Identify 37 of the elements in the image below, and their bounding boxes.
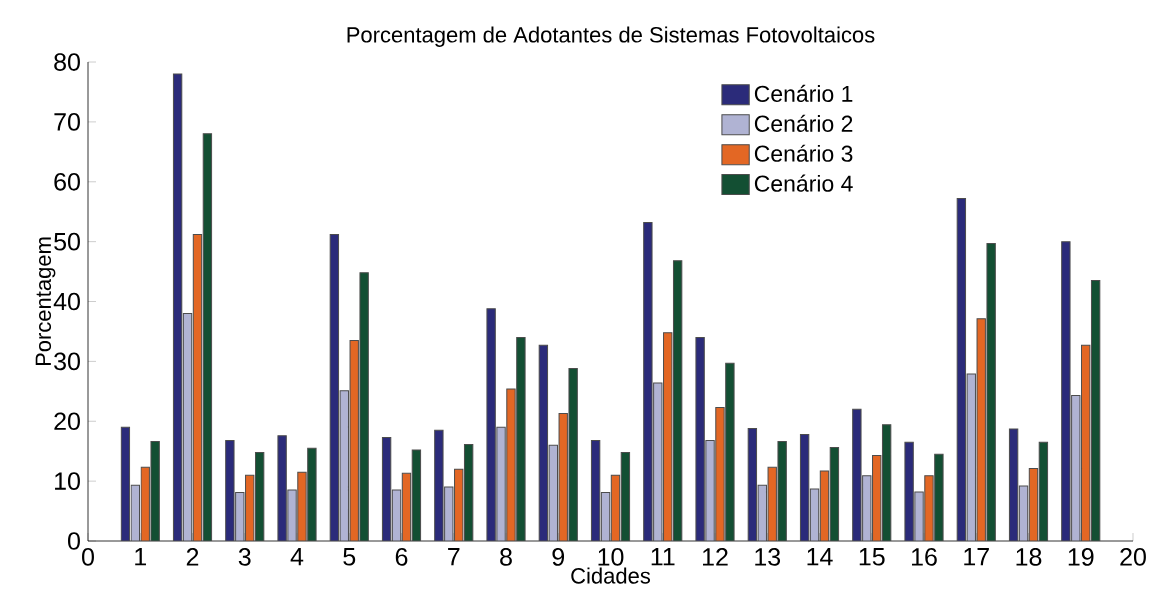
x-tick-label: 2	[186, 548, 199, 566]
x-tick-label: 9	[552, 548, 565, 566]
y-tick-label: 70	[54, 113, 80, 131]
x-tick-label: 17	[964, 548, 989, 566]
y-tick-label: 30	[54, 352, 80, 371]
x-tick-label: 19	[1068, 548, 1094, 566]
x-tick-label: 10	[598, 548, 624, 566]
x-tick-label: 7	[448, 548, 460, 566]
x-tick-label: 15	[859, 548, 885, 566]
y-tick-label: 20	[54, 412, 80, 431]
y-tick-label: 80	[54, 53, 80, 71]
y-tick-label: 0	[68, 532, 80, 550]
x-tick-label: 13	[755, 548, 781, 566]
x-tick-label: 14	[807, 548, 833, 566]
x-tick-label: 8	[500, 548, 512, 566]
x-tick-label: 16	[912, 548, 937, 566]
y-tick-label: 10	[55, 472, 80, 490]
x-axis-title: Cidades	[571, 567, 651, 584]
y-tick-label: 60	[54, 172, 80, 191]
x-tick-label: 6	[395, 548, 408, 566]
x-tick-label: 1	[135, 548, 146, 566]
x-tick-label: 4	[290, 548, 304, 566]
legend-label: Cenário 2	[754, 114, 853, 132]
legend-label: Cenário 1	[754, 84, 853, 102]
x-tick-label: 0	[82, 548, 94, 566]
x-tick-label: 18	[1016, 548, 1042, 566]
x-tick-label: 12	[703, 548, 728, 566]
bar	[506, 388, 516, 542]
x-tick-label: 11	[651, 548, 675, 566]
y-tick-label: 50	[54, 232, 80, 251]
chart-title: Porcentagem de Adotantes de Sistemas Fotovoltaicos	[347, 26, 875, 47]
x-tick-label: 3	[238, 548, 251, 566]
x-tick-label: 5	[343, 548, 356, 566]
legend-label: Cenário 3	[754, 144, 853, 162]
x-tick-label: 20	[1120, 548, 1146, 566]
bar	[715, 406, 725, 542]
legend-label: Cenário 4	[754, 174, 853, 192]
